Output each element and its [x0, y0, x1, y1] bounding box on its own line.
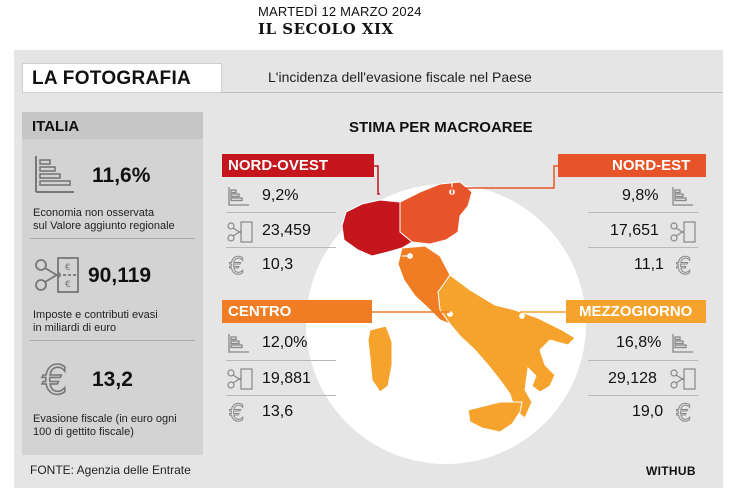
- scissors-banknote-icon: € €: [35, 257, 79, 293]
- centro-leader: [222, 300, 450, 323]
- bar-chart-icon: [228, 334, 249, 353]
- scissors-banknote-icon: [670, 368, 696, 390]
- row-divider: [226, 212, 336, 213]
- italia-desc-2a: Imposte e contributi evasi: [33, 309, 158, 321]
- svg-text:€: €: [229, 253, 244, 277]
- centro-label: CENTRO: [228, 303, 292, 320]
- nord-ovest-value-2: 23,459: [262, 222, 311, 239]
- bar-chart-icon: [672, 187, 693, 206]
- page-subtitle: L'incidenza dell'evasione fiscale nel Pa…: [268, 69, 532, 85]
- mezzogiorno-value-2: 29,128: [608, 370, 657, 387]
- nord-est-value-1: 9,8%: [622, 187, 659, 204]
- nord-est-value-3: 11,1: [634, 256, 664, 273]
- italy-map: [306, 181, 586, 464]
- svg-text:€: €: [676, 253, 691, 277]
- centro-value-3: 13,6: [262, 403, 294, 420]
- nord-ovest-value-3: 10,3: [262, 256, 294, 273]
- row-divider: [226, 247, 336, 248]
- svg-text:€: €: [65, 280, 71, 290]
- italia-title: ITALIA: [32, 118, 80, 135]
- scissors-banknote-icon: [227, 221, 253, 243]
- italia-desc-3a: Evasione fiscale (in euro ogni: [33, 413, 177, 425]
- nord-ovest-label: NORD-OVEST: [228, 157, 329, 174]
- row-divider: [588, 395, 698, 396]
- bar-chart-icon: [228, 187, 249, 206]
- mezzogiorno-label: MEZZOGIORNO: [579, 303, 693, 320]
- italia-desc-3b: 100 di gettito fiscale): [33, 426, 134, 438]
- italia-desc-1a: Economia non osservata: [33, 207, 155, 219]
- italia-column: [22, 112, 203, 455]
- euro-icon: €: [676, 253, 692, 277]
- centro-value-2: 19,881: [262, 370, 311, 387]
- italia-value-3: 13,2: [92, 368, 133, 391]
- row-divider: [226, 360, 336, 361]
- nord-est-leader: [451, 154, 706, 194]
- bar-chart-icon: [672, 334, 693, 353]
- euro-icon: €: [229, 400, 245, 424]
- title-box: [22, 63, 222, 93]
- mezzogiorno-leader: [520, 300, 706, 323]
- row-divider: [588, 360, 698, 361]
- italia-divider: [30, 340, 195, 341]
- nord-ovest-leader: [222, 154, 380, 195]
- title-rule: [222, 92, 722, 93]
- page-title: LA FOTOGRAFIA: [32, 68, 192, 89]
- source-note: FONTE: Agenzia delle Entrate: [30, 463, 191, 477]
- masthead-date: MARTEDÌ 12 MARZO 2024: [258, 4, 422, 19]
- svg-text:€: €: [65, 263, 71, 273]
- svg-text:€: €: [676, 400, 691, 424]
- euro-icon: €: [229, 253, 245, 277]
- mezzogiorno-value-3: 19,0: [632, 403, 664, 420]
- italia-desc-1b: sul Valore aggiunto regionale: [33, 220, 175, 232]
- row-divider: [226, 395, 336, 396]
- nord-est-label: NORD-EST: [612, 157, 691, 174]
- row-divider: [588, 247, 698, 248]
- italia-value-2: 90,119: [88, 264, 152, 287]
- masthead-name: IL SECOLO XIX: [258, 20, 394, 38]
- svg-text:€: €: [229, 400, 244, 424]
- euro-icon: €: [41, 358, 68, 400]
- italia-desc-2b: in miliardi di euro: [33, 322, 117, 334]
- centro-value-1: 12,0%: [262, 334, 308, 351]
- italia-header: [22, 112, 203, 139]
- mezzogiorno-value-1: 16,8%: [616, 334, 662, 351]
- italia-value-1: 11,6%: [92, 164, 151, 187]
- scissors-banknote-icon: [670, 221, 696, 243]
- italia-divider: [30, 238, 195, 239]
- nord-ovest-value-1: 9,2%: [262, 187, 299, 204]
- svg-text:€: €: [42, 358, 67, 400]
- macroareas-title: STIMA PER MACROAREE: [349, 119, 533, 136]
- scissors-banknote-icon: [227, 368, 253, 390]
- nord-est-value-2: 17,651: [610, 222, 659, 239]
- row-divider: [588, 212, 698, 213]
- bar-chart-icon: [35, 156, 74, 193]
- euro-icon: €: [676, 400, 692, 424]
- credit-logo: WITHUB: [646, 464, 696, 478]
